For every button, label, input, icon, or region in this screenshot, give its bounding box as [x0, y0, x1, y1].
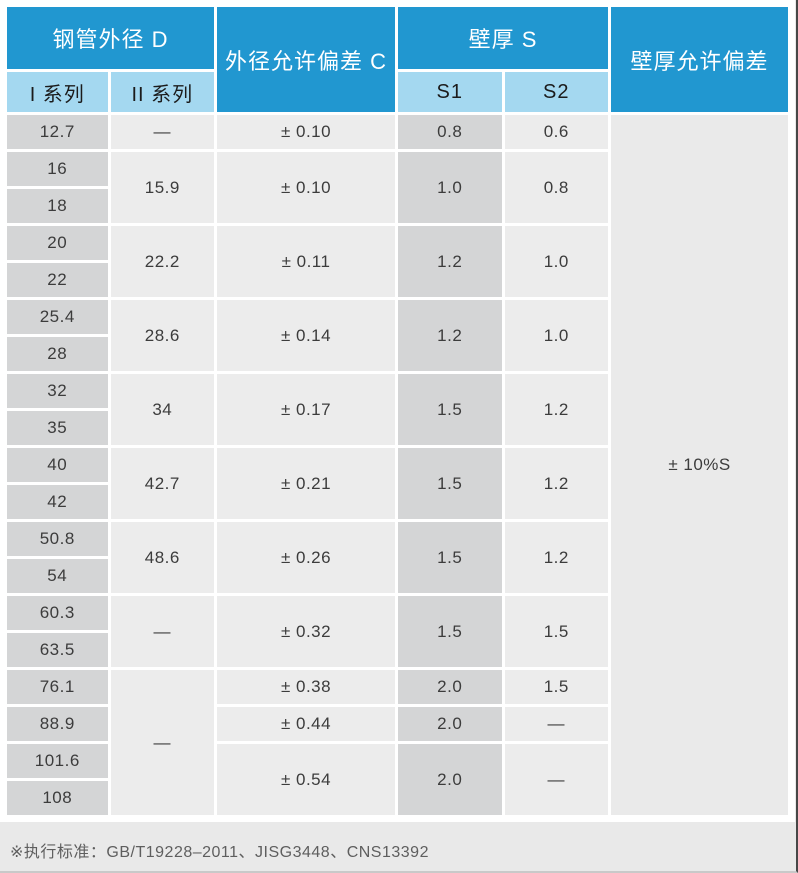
table-cell: 2.0	[397, 670, 502, 704]
table-cell: 42.7	[110, 448, 215, 519]
table-cell: 50.8	[7, 522, 108, 556]
table-cell: 54	[7, 559, 108, 593]
table-cell: ± 0.11	[217, 226, 395, 297]
table-cell: 28.6	[110, 300, 215, 371]
subheader-series-1: I 系列	[7, 72, 108, 112]
subheader-s1: S1	[397, 72, 502, 112]
table-cell: —	[504, 744, 609, 815]
table-row: 12.7— ± 0.10 0.8 0.6 ± 10%S	[7, 115, 788, 815]
table-cell: 1.0	[504, 226, 609, 297]
table-cell: 0.8	[397, 115, 502, 149]
table-row: 40 42.7 ± 0.21 1.5 1.2	[7, 448, 788, 519]
pipe-spec-table: 钢管外径 D 外径允许偏差 C 壁厚 S 壁厚允许偏差 I 系列 II 系列 S…	[4, 4, 791, 818]
table-cell: ± 0.17	[217, 374, 395, 445]
table-cell: ± 0.10	[217, 115, 395, 149]
table-row: 20 22.2 ± 0.11 1.2 1.0	[7, 226, 788, 297]
header-row-1: 钢管外径 D 外径允许偏差 C 壁厚 S 壁厚允许偏差	[7, 7, 788, 112]
table-row: 50.8 48.6 ± 0.26 1.5 1.2	[7, 522, 788, 593]
table-cell: 18	[7, 189, 108, 223]
table-cell: 1.5	[504, 670, 609, 704]
table-cell: 28	[7, 337, 108, 371]
table-cell: 1.0	[397, 152, 502, 223]
table-row: 88.9 ± 0.44 2.0—	[7, 707, 788, 741]
table-cell: 42	[7, 485, 108, 519]
table-cell: ± 10%S	[611, 115, 788, 815]
table-cell: ± 0.21	[217, 448, 395, 519]
header-wall-tolerance: 壁厚允许偏差	[611, 7, 788, 112]
table-row: 108	[7, 781, 788, 815]
table-cell: 2.0	[397, 744, 502, 815]
header-wall-thickness: 壁厚 S	[397, 7, 609, 69]
table-cell: 88.9	[7, 707, 108, 741]
table-cell: 1.5	[397, 448, 502, 519]
table-cell: 1.2	[397, 226, 502, 297]
table-cell: 1.5	[397, 374, 502, 445]
header-outer-diameter: 钢管外径 D	[7, 7, 215, 69]
table-row: 42	[7, 485, 788, 519]
table-row: 101.6 ± 0.54 2.0—	[7, 744, 788, 815]
header-od-tolerance: 外径允许偏差 C	[217, 7, 395, 112]
table-cell: 60.3	[7, 596, 108, 630]
header-row-2: I 系列 II 系列 S1 S2	[7, 72, 788, 112]
table-cell: ± 0.26	[217, 522, 395, 593]
table-cell: ± 0.54	[217, 744, 395, 815]
table-row: 35	[7, 411, 788, 445]
table-cell: 1.5	[397, 522, 502, 593]
table-cell: 22.2	[110, 226, 215, 297]
table-row: 32 34 ± 0.17 1.5 1.2	[7, 374, 788, 445]
table-cell: 0.6	[504, 115, 609, 149]
table-cell: ± 0.32	[217, 596, 395, 667]
table-cell: 25.4	[7, 300, 108, 334]
table-row: 22	[7, 263, 788, 297]
table-cell: 40	[7, 448, 108, 482]
table-row: 60.3— ± 0.32 1.5 1.5	[7, 596, 788, 667]
table-cell: 12.7	[7, 115, 108, 149]
table-row: 63.5	[7, 633, 788, 667]
table-cell: 63.5	[7, 633, 108, 667]
table-row: 28	[7, 337, 788, 371]
spec-table-frame: 钢管外径 D 外径允许偏差 C 壁厚 S 壁厚允许偏差 I 系列 II 系列 S…	[0, 0, 795, 822]
table-cell: 35	[7, 411, 108, 445]
table-cell: —	[110, 670, 215, 815]
table-cell: 15.9	[110, 152, 215, 223]
table-cell: 101.6	[7, 744, 108, 778]
table-cell: 0.8	[504, 152, 609, 223]
table-cell: 76.1	[7, 670, 108, 704]
table-cell: 1.2	[504, 374, 609, 445]
table-row: 76.1— ± 0.38 2.0 1.5	[7, 670, 788, 815]
subheader-s2: S2	[504, 72, 609, 112]
table-body: 12.7— ± 0.10 0.8 0.6 ± 10%S 16 15.9 ± 0.10 1.0 0.…	[7, 115, 788, 815]
table-cell: 108	[7, 781, 108, 815]
table-row: 25.4 28.6 ± 0.14 1.2 1.0	[7, 300, 788, 371]
table-cell: 32	[7, 374, 108, 408]
table-cell: 1.0	[504, 300, 609, 371]
table-cell: 16	[7, 152, 108, 186]
table-cell: —	[110, 596, 215, 667]
table-cell: 1.2	[504, 522, 609, 593]
table-cell: ± 0.38	[217, 670, 395, 704]
table-cell: ± 0.44	[217, 707, 395, 741]
table-cell: —	[110, 115, 215, 149]
table-row: 18	[7, 189, 788, 223]
table-cell: 48.6	[110, 522, 215, 593]
table-row: 54	[7, 559, 788, 593]
table-row: 16 15.9 ± 0.10 1.0 0.8	[7, 152, 788, 223]
table-cell: 1.5	[504, 596, 609, 667]
subheader-series-2: II 系列	[110, 72, 215, 112]
table-cell: 22	[7, 263, 108, 297]
table-cell: 20	[7, 226, 108, 260]
table-cell: 34	[110, 374, 215, 445]
table-cell: 1.2	[504, 448, 609, 519]
table-cell: 1.5	[397, 596, 502, 667]
standards-note: ※执行标准：GB/T19228–2011、JISG3448、CNS13392	[10, 844, 429, 861]
table-cell: 1.2	[397, 300, 502, 371]
table-cell: ± 0.10	[217, 152, 395, 223]
table-cell: 2.0	[397, 707, 502, 741]
table-cell: —	[504, 707, 609, 741]
table-cell: ± 0.14	[217, 300, 395, 371]
